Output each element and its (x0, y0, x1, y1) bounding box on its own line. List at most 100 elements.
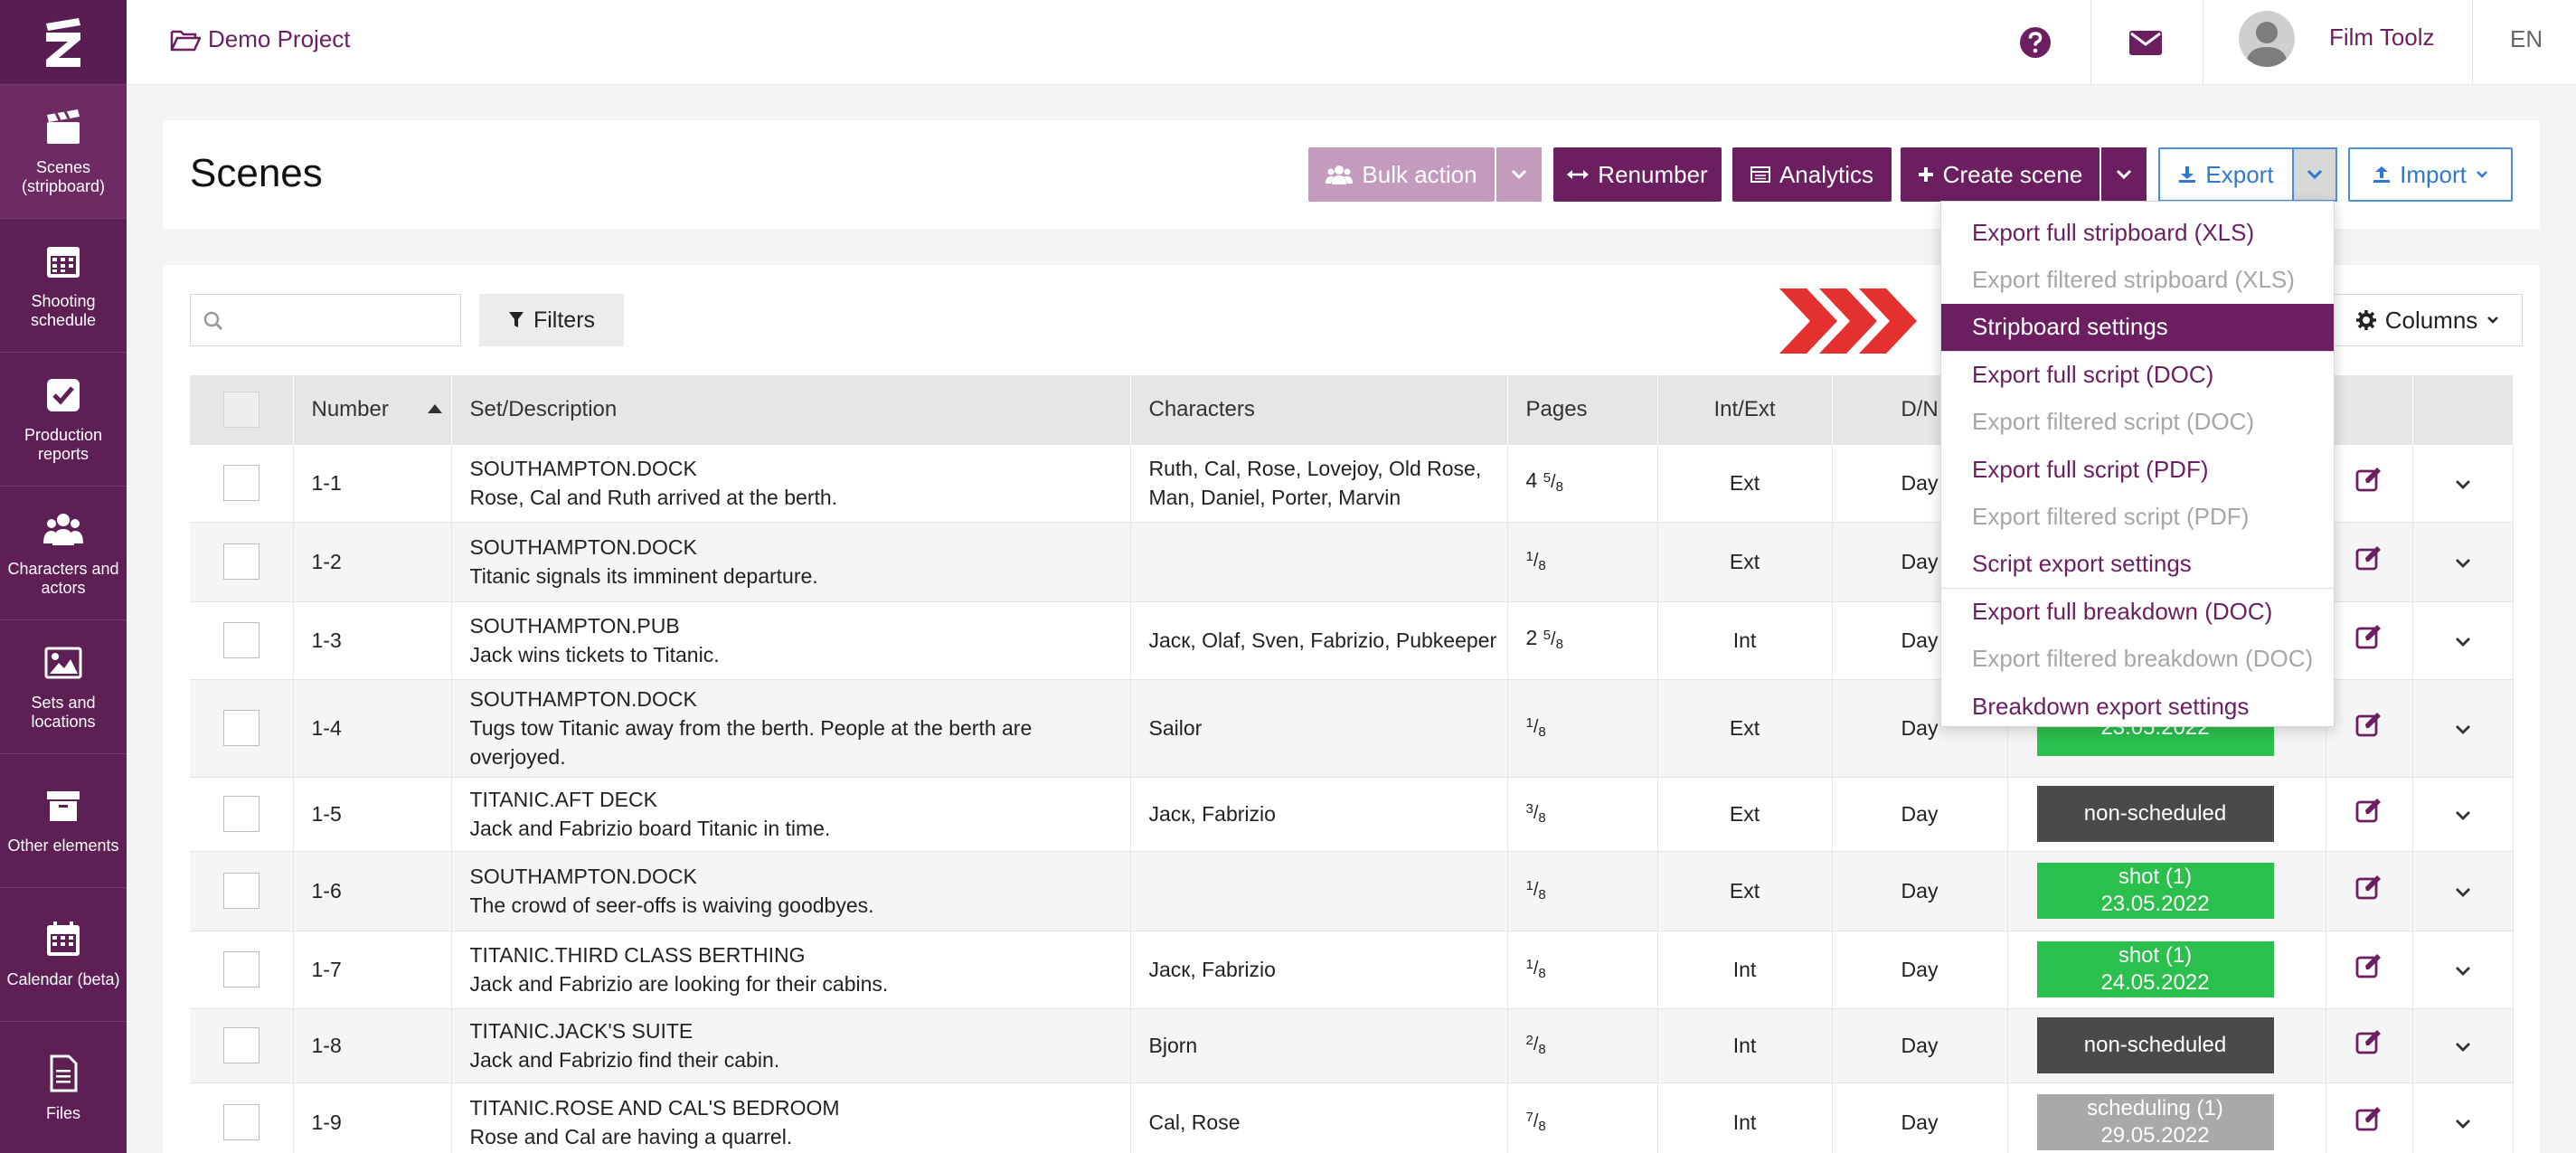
chevron-down-icon[interactable] (2455, 637, 2471, 647)
edit-icon[interactable] (2355, 953, 2383, 978)
chevron-down-icon[interactable] (2455, 887, 2471, 898)
row-checkbox[interactable] (222, 465, 259, 501)
create-scene-button[interactable]: Create scene (1901, 147, 2099, 202)
row-checkbox[interactable] (222, 951, 259, 988)
pages-denominator: 8 (1538, 724, 1546, 740)
row-checkbox[interactable] (222, 1027, 259, 1063)
sidebar-item-files[interactable]: Files (0, 1022, 127, 1153)
sidebar-item-characters[interactable]: Characters and actors (0, 487, 127, 620)
scene-day-night: Day (1832, 776, 2008, 851)
envelope-icon (2129, 31, 2162, 55)
table-row[interactable]: 1-3 SOUTHAMPTON.PUB Jack wins tickets to T… (190, 600, 2514, 679)
status-badge[interactable]: shot (1) 24.05.2022 (2036, 941, 2274, 997)
scene-pages: 2/8 (1507, 1007, 1658, 1082)
edit-cell (2326, 1082, 2413, 1153)
edit-cell (2326, 443, 2413, 522)
edit-icon[interactable] (2355, 1106, 2383, 1131)
language-switcher[interactable]: EN (2510, 25, 2543, 52)
edit-icon[interactable] (2355, 1029, 2383, 1054)
status-date: 24.05.2022 (2100, 970, 2210, 995)
analytics-button[interactable]: Analytics (1732, 147, 1892, 202)
status-badge[interactable]: non-scheduled (2036, 1017, 2274, 1073)
chevron-down-icon[interactable] (2455, 966, 2471, 977)
chevron-down-icon[interactable] (2455, 810, 2471, 821)
status-badge[interactable]: non-scheduled (2036, 786, 2274, 842)
scene-description: Jack wins tickets to Titanic. (469, 643, 720, 666)
status-badge[interactable]: scheduling (1) 29.05.2022 (2036, 1094, 2274, 1151)
create-scene-dropdown-toggle[interactable] (2101, 147, 2147, 202)
edit-icon[interactable] (2355, 467, 2383, 492)
table-row[interactable]: 1-7 TITANIC.THIRD CLASS BERTHING Jack and … (190, 930, 2514, 1008)
export-menu-item: Export filtered stripboard (XLS) (1972, 266, 2295, 294)
bulk-action-dropdown-toggle[interactable] (1496, 147, 1542, 202)
edit-icon[interactable] (2355, 712, 2383, 737)
pages-denominator: 8 (1538, 1119, 1546, 1135)
row-checkbox[interactable] (222, 710, 259, 746)
row-checkbox[interactable] (222, 796, 259, 832)
pages-numerator: 1 (1525, 878, 1533, 893)
export-menu-item[interactable]: Stripboard settings (1941, 303, 2334, 352)
sidebar-item-production-reports[interactable]: Production reports (0, 353, 127, 487)
column-header-characters[interactable]: Characters (1130, 375, 1508, 444)
scene-number: 1-1 (293, 443, 452, 522)
sidebar-item-scenes[interactable]: Scenes (stripboard) (0, 85, 127, 219)
export-menu-item[interactable]: Breakdown export settings (1972, 692, 2250, 720)
table-row[interactable]: 1-4 SOUTHAMPTON.DOCK Tugs tow Titanic away… (190, 678, 2514, 777)
export-dropdown-toggle[interactable] (2292, 147, 2337, 202)
status-badge[interactable]: shot (1) 23.05.2022 (2036, 863, 2274, 919)
import-button[interactable]: Import (2348, 147, 2513, 202)
scene-set-description: TITANIC.THIRD CLASS BERTHING Jack and Fab… (451, 930, 1131, 1008)
table-row[interactable]: 1-8 TITANIC.JACK'S SUITE Jack and Fabrizio… (190, 1007, 2514, 1082)
messages-button[interactable] (2125, 22, 2166, 63)
edit-icon[interactable] (2355, 624, 2383, 649)
chevron-down-icon[interactable] (2455, 1119, 2471, 1129)
export-menu-item[interactable]: Export full script (PDF) (1972, 455, 2209, 483)
table-row[interactable]: 1-5 TITANIC.AFT DECK Jack and Fabrizio boa… (190, 776, 2514, 851)
edit-icon[interactable] (2355, 874, 2383, 900)
avatar[interactable] (2239, 11, 2295, 67)
column-header-number[interactable]: Number (293, 375, 452, 444)
columns-button[interactable]: Columns (2333, 294, 2523, 346)
select-all-checkbox[interactable] (222, 391, 259, 428)
app-logo[interactable] (0, 0, 127, 85)
search-input[interactable] (190, 294, 461, 346)
sidebar-item-calendar[interactable]: Calendar (beta) (0, 888, 127, 1022)
sidebar-item-sets[interactable]: Sets and locations (0, 620, 127, 754)
bulk-action-button[interactable]: Bulk action (1308, 147, 1495, 202)
export-menu-item[interactable]: Script export settings (1972, 550, 2192, 578)
sidebar-item-shooting-schedule[interactable]: Shooting schedule (0, 219, 127, 353)
chevron-down-icon[interactable] (2455, 1042, 2471, 1053)
export-menu-item[interactable]: Export full stripboard (XLS) (1972, 218, 2255, 246)
divider (2472, 0, 2473, 85)
expand-cell (2412, 521, 2514, 601)
chevron-down-icon[interactable] (2455, 479, 2471, 490)
sidebar-item-other-elements[interactable]: Other elements (0, 754, 127, 888)
edit-icon[interactable] (2355, 798, 2383, 823)
scene-characters: Ruth, Cal, Rose, Lovejoy, Old Rose, Man,… (1130, 443, 1508, 522)
upload-icon (2373, 166, 2391, 183)
row-checkbox[interactable] (222, 1104, 259, 1141)
column-header-pages[interactable]: Pages (1507, 375, 1658, 444)
row-checkbox[interactable] (222, 873, 259, 909)
help-button[interactable] (2015, 22, 2056, 63)
export-menu-item[interactable]: Export full script (DOC) (1941, 351, 2334, 398)
row-checkbox[interactable] (222, 622, 259, 658)
column-header-set-description[interactable]: Set/Description (451, 375, 1131, 444)
archive-icon (47, 791, 80, 821)
row-checkbox[interactable] (222, 543, 259, 580)
export-button[interactable]: Export (2158, 147, 2294, 202)
edit-icon[interactable] (2355, 545, 2383, 571)
filters-button[interactable]: Filters (479, 294, 624, 346)
renumber-button[interactable]: Renumber (1553, 147, 1722, 202)
chevron-down-icon[interactable] (2455, 558, 2471, 569)
table-row[interactable]: 1-6 SOUTHAMPTON.DOCK The crowd of seer-off… (190, 850, 2514, 931)
pages-numerator: 5 (1543, 628, 1552, 643)
scene-set-description: TITANIC.AFT DECK Jack and Fabrizio board … (451, 776, 1131, 851)
chevron-down-icon[interactable] (2455, 724, 2471, 735)
column-header-int-ext[interactable]: Int/Ext (1657, 375, 1833, 444)
scene-pages: 1/8 (1507, 850, 1658, 931)
table-row[interactable]: 1-9 TITANIC.ROSE AND CAL'S BEDROOM Rose an… (190, 1082, 2514, 1153)
user-name[interactable]: Film Toolz (2329, 24, 2435, 51)
project-link[interactable]: Demo Project (170, 25, 351, 53)
export-menu-item[interactable]: Export full breakdown (DOC) (1941, 588, 2334, 635)
